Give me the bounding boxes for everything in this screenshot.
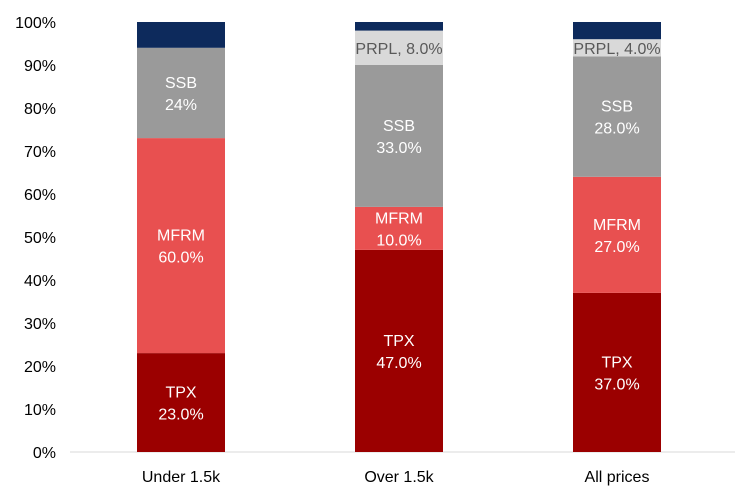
bar-segment-ssb [137,47,225,139]
data-label-mfrm: MFRM 27.0% [593,217,641,256]
bar-segment-tpx [573,292,661,452]
bar-segment-mfrm [573,176,661,293]
data-label-mfrm: MFRM 60.0% [157,228,205,267]
bar-segment-mfrm [137,138,225,354]
y-tick-label: 60% [24,187,56,204]
data-label-ssb: SSB 28.0% [594,99,639,138]
y-tick-label: 70% [24,144,56,161]
x-tick-label: Under 1.5k [142,469,221,486]
y-tick-label: 20% [24,359,56,376]
data-label-prpl: PRPL, 8.0% [355,41,442,58]
bar-segment-mfrm [355,206,443,250]
data-label-mfrm: MFRM 10.0% [375,210,423,249]
bar-segment-prpl [573,39,661,57]
bar-segment-prpl [355,30,443,66]
y-tick-label: 0% [33,445,56,462]
y-tick-label: 40% [24,273,56,290]
y-tick-label: 100% [15,15,56,32]
x-axis-ticks: Under 1.5k Over 1.5k All prices [142,469,650,486]
y-tick-label: 30% [24,316,56,333]
data-label-prpl: PRPL, 4.0% [573,41,660,58]
y-tick-label: 80% [24,101,56,118]
y-tick-label: 50% [24,230,56,247]
x-tick-label: Over 1.5k [364,469,434,486]
y-tick-label: 10% [24,402,56,419]
bar-segment-tpx [355,249,443,452]
bar-segment-tpx [137,353,225,452]
bar-segment-ssb [573,56,661,177]
data-label-tpx: TPX 37.0% [594,354,639,393]
bar-segment-top [355,22,443,31]
y-axis-ticks: 0% 10% 20% 30% 40% 50% 60% 70% 80% 90% 100% [15,15,56,462]
y-tick-label: 90% [24,58,56,75]
bars-group: TPX 23.0% MFRM 60.0% SSB 24% TPX 47.0% MFRM 10.0%… [137,22,661,452]
data-label-tpx: TPX 23.0% [158,385,203,424]
data-label-tpx: TPX 47.0% [376,333,421,372]
bar-segment-top [573,22,661,40]
x-tick-label: All prices [585,469,650,486]
data-label-ssb: SSB 24% [165,75,197,114]
data-label-ssb: SSB 33.0% [376,118,421,157]
bar-segment-ssb [355,65,443,207]
bar-segment-top [137,22,225,48]
